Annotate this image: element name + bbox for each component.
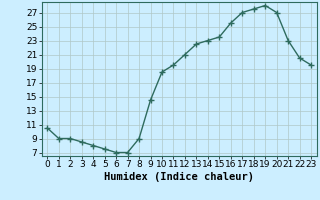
X-axis label: Humidex (Indice chaleur): Humidex (Indice chaleur) xyxy=(104,172,254,182)
